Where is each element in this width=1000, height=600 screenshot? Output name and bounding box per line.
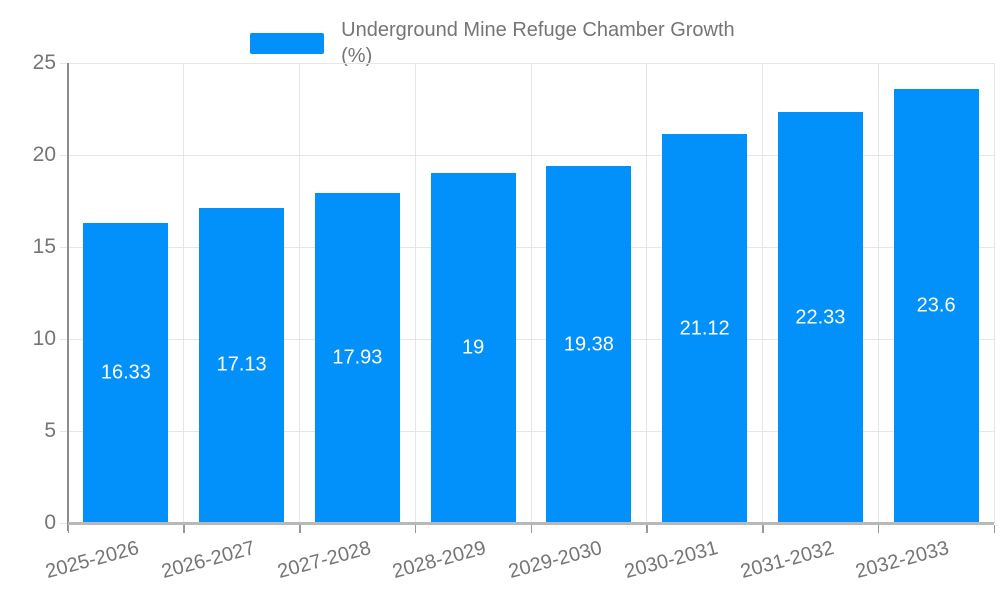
legend-item[interactable]: Underground Mine Refuge Chamber Growth (…	[250, 17, 750, 69]
bar[interactable]: 23.6	[893, 88, 979, 523]
y-tick	[60, 246, 68, 248]
x-axis-tick-label: 2028-2029	[390, 537, 489, 584]
v-gridline	[877, 63, 879, 523]
x-axis-tick-label: 2030-2031	[622, 537, 721, 584]
x-tick	[877, 525, 880, 533]
bar[interactable]: 21.12	[662, 134, 748, 523]
x-tick	[67, 525, 69, 533]
x-axis-tick-label: 2026-2027	[159, 537, 258, 584]
v-gridline	[646, 63, 648, 523]
y-tick	[60, 62, 68, 64]
y-tick	[60, 430, 68, 432]
bar-value-label: 19.38	[563, 333, 614, 356]
x-axis-tick-label: 2032-2033	[853, 537, 952, 584]
legend-label: Underground Mine Refuge Chamber Growth (…	[341, 19, 735, 67]
y-tick	[60, 338, 68, 340]
bar[interactable]: 17.93	[314, 193, 400, 523]
x-axis-line	[68, 522, 994, 525]
x-tick	[414, 525, 417, 533]
v-gridline	[299, 63, 300, 523]
x-tick	[530, 525, 532, 533]
bar-value-label: 19	[462, 336, 485, 359]
bar[interactable]: 22.33	[777, 112, 863, 523]
bar-value-label: 17.13	[216, 353, 267, 376]
y-axis-tick-label: 25	[32, 51, 56, 74]
x-tick	[993, 525, 995, 533]
y-axis-tick-label: 15	[32, 235, 56, 258]
v-gridline	[414, 63, 416, 523]
v-gridline	[762, 63, 763, 523]
bar[interactable]: 19	[430, 173, 516, 523]
y-axis-tick-label: 20	[32, 143, 56, 166]
x-tick	[183, 525, 185, 533]
x-tick	[299, 525, 301, 533]
bar-value-label: 17.93	[332, 346, 383, 369]
bar[interactable]: 17.13	[199, 207, 285, 523]
bar-value-label: 23.6	[916, 294, 956, 317]
bar-value-label: 22.33	[795, 306, 846, 329]
y-axis-tick-label: 5	[44, 419, 56, 442]
y-axis-tick-label: 10	[32, 327, 56, 350]
y-tick	[60, 154, 68, 156]
x-axis-tick-label: 2027-2028	[274, 537, 374, 584]
x-axis-tick-label: 2025-2026	[43, 537, 142, 584]
bar-value-label: 16.33	[100, 361, 151, 384]
bar-value-label: 21.12	[679, 317, 730, 340]
v-gridline	[183, 63, 185, 523]
x-tick	[762, 525, 764, 533]
bar[interactable]: 19.38	[546, 166, 632, 523]
legend-marker-icon	[250, 32, 325, 54]
x-tick	[646, 525, 648, 533]
y-axis-line	[67, 63, 69, 531]
x-axis-tick-label: 2031-2032	[737, 537, 837, 584]
bar[interactable]: 16.33	[83, 222, 169, 523]
v-gridline	[993, 63, 995, 523]
v-gridline	[530, 63, 532, 523]
y-axis-tick-label: 0	[44, 511, 56, 534]
x-axis-tick-label: 2029-2030	[506, 537, 605, 584]
y-tick	[60, 522, 68, 524]
